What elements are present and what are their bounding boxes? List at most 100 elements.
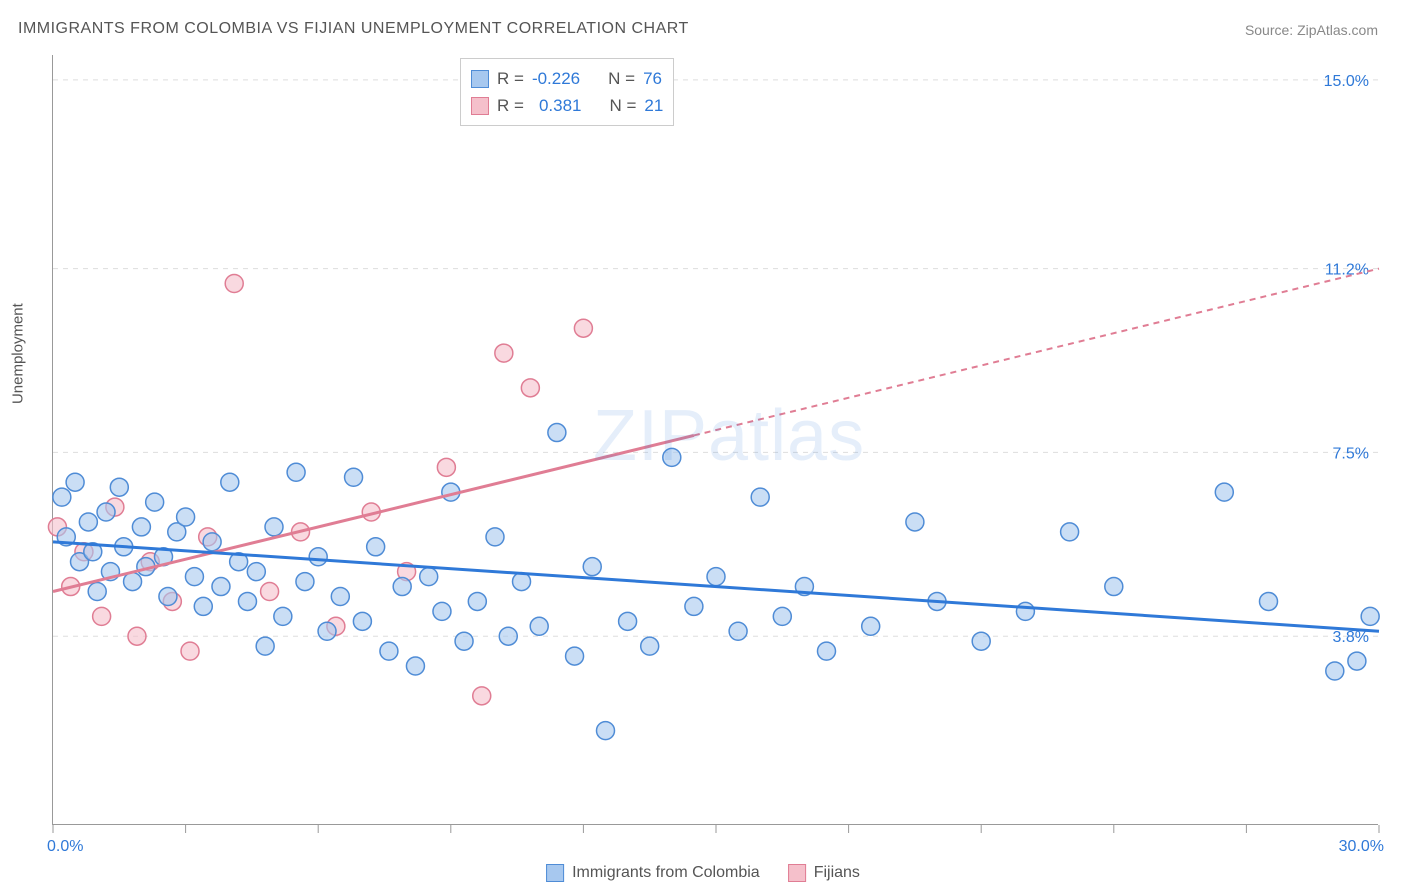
data-point <box>367 538 385 556</box>
data-point <box>751 488 769 506</box>
chart-svg: 3.8%7.5%11.2%15.0% <box>53 55 1379 825</box>
data-point <box>238 592 256 610</box>
bottom-legend-item-2: Fijians <box>788 864 860 882</box>
data-point <box>433 602 451 620</box>
data-point <box>906 513 924 531</box>
data-point <box>110 478 128 496</box>
stats-legend: R = -0.226 N = 76 R = 0.381 N = 21 <box>460 58 674 126</box>
x-axis-end-label: 30.0% <box>1339 838 1384 856</box>
data-point <box>53 488 71 506</box>
data-point <box>132 518 150 536</box>
data-point <box>261 583 279 601</box>
data-point <box>88 583 106 601</box>
data-point <box>818 642 836 660</box>
legend-swatch-series2 <box>471 97 489 115</box>
data-point <box>1348 652 1366 670</box>
data-point <box>124 573 142 591</box>
data-point <box>862 617 880 635</box>
data-point <box>1105 578 1123 596</box>
data-point <box>256 637 274 655</box>
data-point <box>265 518 283 536</box>
data-point <box>274 607 292 625</box>
data-point <box>468 592 486 610</box>
data-point <box>181 642 199 660</box>
n-label-1: N = <box>608 65 635 92</box>
n-value-2: 21 <box>644 92 663 119</box>
data-point <box>773 607 791 625</box>
data-point <box>128 627 146 645</box>
r-value-1: -0.226 <box>532 65 580 92</box>
data-point <box>574 319 592 337</box>
data-point <box>93 607 111 625</box>
data-point <box>380 642 398 660</box>
data-point <box>287 463 305 481</box>
bottom-legend: Immigrants from Colombia Fijians <box>546 864 860 882</box>
data-point <box>177 508 195 526</box>
data-point <box>331 587 349 605</box>
legend-swatch-series1 <box>471 70 489 88</box>
r-label-1: R = <box>497 65 524 92</box>
data-point <box>309 548 327 566</box>
stats-legend-row-2: R = 0.381 N = 21 <box>471 92 663 119</box>
data-point <box>318 622 336 640</box>
data-point <box>420 568 438 586</box>
n-value-1: 76 <box>643 65 662 92</box>
data-point <box>473 687 491 705</box>
data-point <box>97 503 115 521</box>
data-point <box>79 513 97 531</box>
data-point <box>1361 607 1379 625</box>
x-axis-start-label: 0.0% <box>47 838 83 856</box>
data-point <box>1326 662 1344 680</box>
data-point <box>345 468 363 486</box>
data-point <box>499 627 517 645</box>
source-attribution: Source: ZipAtlas.com <box>1245 22 1378 38</box>
chart-title: IMMIGRANTS FROM COLOMBIA VS FIJIAN UNEMP… <box>18 20 689 38</box>
data-point <box>437 458 455 476</box>
n-label-2: N = <box>609 92 636 119</box>
data-point <box>1061 523 1079 541</box>
data-point <box>66 473 84 491</box>
data-point <box>406 657 424 675</box>
data-point <box>146 493 164 511</box>
data-point <box>185 568 203 586</box>
data-point <box>393 578 411 596</box>
data-point <box>1260 592 1278 610</box>
data-point <box>663 448 681 466</box>
bottom-label-series1: Immigrants from Colombia <box>572 864 760 882</box>
data-point <box>353 612 371 630</box>
plot-area: 3.8%7.5%11.2%15.0% ZIPatlas 0.0% 30.0% <box>52 55 1378 825</box>
data-point <box>583 558 601 576</box>
data-point <box>296 573 314 591</box>
r-value-2: 0.381 <box>532 92 582 119</box>
bottom-legend-item-1: Immigrants from Colombia <box>546 864 760 882</box>
bottom-swatch-series1 <box>546 864 564 882</box>
chart-container: IMMIGRANTS FROM COLOMBIA VS FIJIAN UNEMP… <box>0 0 1406 892</box>
data-point <box>729 622 747 640</box>
data-point <box>566 647 584 665</box>
data-point <box>225 275 243 293</box>
data-point <box>707 568 725 586</box>
data-point <box>159 587 177 605</box>
data-point <box>486 528 504 546</box>
y-tick-label: 15.0% <box>1324 73 1369 90</box>
data-point <box>247 563 265 581</box>
y-tick-label: 3.8% <box>1333 629 1369 646</box>
data-point <box>1016 602 1034 620</box>
data-point <box>1215 483 1233 501</box>
data-point <box>548 424 566 442</box>
data-point <box>194 597 212 615</box>
data-point <box>521 379 539 397</box>
bottom-swatch-series2 <box>788 864 806 882</box>
data-point <box>619 612 637 630</box>
data-point <box>495 344 513 362</box>
data-point <box>972 632 990 650</box>
data-point <box>203 533 221 551</box>
stats-legend-row-1: R = -0.226 N = 76 <box>471 65 663 92</box>
data-point <box>212 578 230 596</box>
data-point <box>455 632 473 650</box>
data-point <box>530 617 548 635</box>
y-tick-label: 7.5% <box>1333 445 1369 462</box>
data-point <box>597 722 615 740</box>
data-point <box>641 637 659 655</box>
data-point <box>685 597 703 615</box>
